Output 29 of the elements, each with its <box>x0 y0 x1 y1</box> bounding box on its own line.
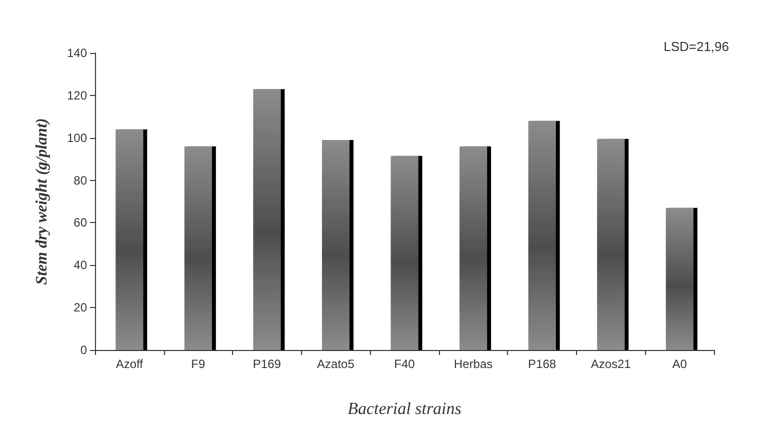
y-tick-label: 80 <box>74 173 88 188</box>
bar <box>253 89 281 350</box>
annotation: LSD=21,96 <box>664 39 730 54</box>
x-tick-label: Herbas <box>454 357 493 371</box>
x-axis-title: Bacterial strains <box>348 399 462 418</box>
x-tick-label: Azato5 <box>317 357 355 371</box>
y-tick-label: 0 <box>80 343 88 357</box>
bar <box>597 138 625 350</box>
x-tick-label: F9 <box>191 357 206 371</box>
y-tick-label: 120 <box>66 88 88 102</box>
x-tick-label: P169 <box>252 357 282 371</box>
bar <box>116 129 144 350</box>
bar <box>390 156 418 350</box>
x-tick-label: Azos21 <box>590 357 632 371</box>
y-tick-label: 20 <box>74 300 88 315</box>
x-tick-label: Azoff <box>116 357 144 371</box>
y-tick-label: 60 <box>74 216 88 230</box>
bar <box>184 146 212 350</box>
x-tick-label: F40 <box>394 357 416 371</box>
x-tick-label: A0 <box>672 357 688 371</box>
y-tick-label: 40 <box>74 258 88 272</box>
bar <box>322 140 350 350</box>
y-axis-title: Stem dry weight (g/plant) <box>34 118 50 285</box>
bar <box>666 208 694 350</box>
bar <box>460 146 488 350</box>
x-tick-label: P168 <box>528 357 556 371</box>
bar <box>528 120 556 350</box>
y-tick-label: 100 <box>66 130 88 145</box>
y-tick-label: 140 <box>66 46 88 60</box>
